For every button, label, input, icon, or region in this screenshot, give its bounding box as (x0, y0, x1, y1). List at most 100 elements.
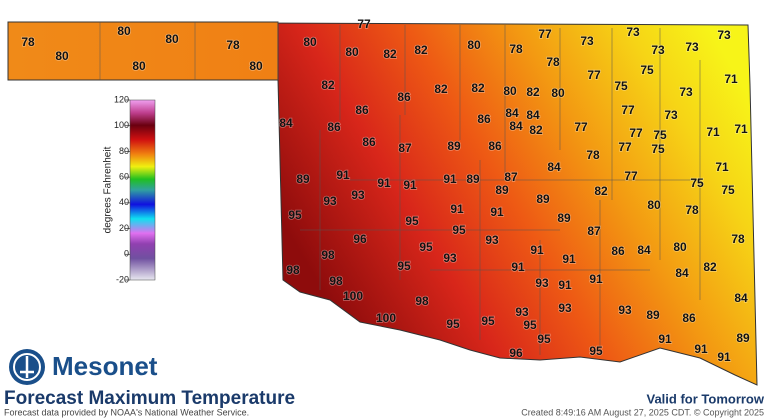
station-temp: 87 (398, 141, 412, 155)
station-temp: 84 (526, 108, 540, 122)
station-temp: 91 (403, 178, 417, 192)
station-temp: 95 (523, 318, 537, 332)
station-temp: 91 (717, 350, 731, 364)
station-temp: 84 (509, 119, 523, 133)
station-temp: 75 (653, 128, 667, 142)
station-temp: 75 (614, 79, 628, 93)
station-temp: 91 (530, 243, 544, 257)
station-temp: 73 (626, 25, 640, 39)
color-bar-tick-label: 100 (114, 120, 129, 130)
station-temp: 80 (249, 59, 263, 73)
station-temp: 93 (443, 251, 457, 265)
station-temp: 77 (621, 103, 635, 117)
station-temp: 91 (450, 202, 464, 216)
station-temp: 93 (351, 188, 365, 202)
station-temp: 98 (286, 263, 300, 277)
station-temp: 71 (724, 72, 738, 86)
station-temp: 89 (646, 308, 660, 322)
station-temp: 78 (731, 232, 745, 246)
station-temp: 73 (685, 40, 699, 54)
station-temp: 89 (536, 192, 550, 206)
station-temp: 93 (535, 276, 549, 290)
county-lines (99, 22, 701, 355)
station-temp: 80 (55, 49, 69, 63)
station-temp: 73 (717, 28, 731, 42)
station-temp: 91 (511, 260, 525, 274)
station-temp: 93 (323, 194, 337, 208)
station-temp: 98 (415, 294, 429, 308)
station-temp: 82 (434, 82, 448, 96)
station-temp: 80 (503, 84, 517, 98)
station-temp: 95 (405, 214, 419, 228)
station-temp: 100 (343, 289, 363, 303)
station-temp: 91 (589, 272, 603, 286)
color-bar-tick-label: 0 (124, 249, 129, 259)
station-temp: 75 (651, 142, 665, 156)
station-temp: 77 (624, 169, 638, 183)
station-temp: 73 (679, 85, 693, 99)
station-temp: 86 (477, 112, 491, 126)
station-temp: 84 (637, 243, 651, 257)
station-temp: 75 (640, 63, 654, 77)
station-temp: 89 (296, 172, 310, 186)
station-temp: 84 (547, 160, 561, 174)
source-note: Forecast data provided by NOAA's Nationa… (4, 407, 249, 417)
station-temp: 82 (594, 184, 608, 198)
station-temp: 78 (21, 35, 35, 49)
station-temp: 77 (629, 126, 643, 140)
color-bar-label: degrees Fahrenheit (103, 146, 114, 233)
station-temp: 82 (526, 85, 540, 99)
station-temp: 80 (303, 35, 317, 49)
station-temp: 73 (580, 34, 594, 48)
color-bar-tick-label: 60 (119, 172, 129, 182)
station-temp: 78 (586, 148, 600, 162)
station-temp: 84 (505, 106, 519, 120)
station-temp: 80 (345, 45, 359, 59)
station-temp: 89 (557, 211, 571, 225)
station-temp: 95 (481, 314, 495, 328)
station-temp: 80 (467, 38, 481, 52)
station-temp: 84 (675, 266, 689, 280)
station-temp: 95 (446, 317, 460, 331)
map-title: Forecast Maximum Temperature (4, 388, 295, 409)
station-temp: 78 (226, 38, 240, 52)
station-temp: 87 (504, 170, 518, 184)
station-temp: 71 (706, 125, 720, 139)
station-temp: 78 (546, 55, 560, 69)
station-temp: 91 (490, 205, 504, 219)
station-temp: 80 (647, 198, 661, 212)
station-temp: 78 (509, 42, 523, 56)
station-temp: 86 (355, 103, 369, 117)
station-temp: 77 (538, 27, 552, 41)
station-temp: 87 (587, 224, 601, 238)
station-temp: 86 (488, 139, 502, 153)
station-temp: 91 (443, 172, 457, 186)
station-temp: 84 (279, 116, 293, 130)
station-temp: 73 (664, 108, 678, 122)
station-temp: 86 (397, 90, 411, 104)
station-temp: 80 (551, 86, 565, 100)
station-temp: 84 (734, 291, 748, 305)
station-temp: 96 (353, 232, 367, 246)
station-temp: 91 (658, 332, 672, 346)
station-temp: 77 (587, 68, 601, 82)
station-temp: 95 (537, 332, 551, 346)
station-temp: 82 (703, 260, 717, 274)
station-temp: 89 (495, 183, 509, 197)
station-temp: 77 (618, 140, 632, 154)
color-bar-tick-label: -20 (116, 274, 129, 284)
station-temp: 73 (651, 43, 665, 57)
station-temp: 77 (574, 120, 588, 134)
station-temp: 82 (529, 123, 543, 137)
station-temp: 93 (558, 301, 572, 315)
station-temp: 95 (589, 344, 603, 358)
station-temp: 93 (515, 305, 529, 319)
station-temp: 95 (419, 240, 433, 254)
logo (9, 349, 45, 385)
station-temp: 82 (414, 43, 428, 57)
station-temp: 71 (734, 122, 748, 136)
station-temp: 96 (509, 346, 523, 360)
station-temp: 75 (721, 183, 735, 197)
station-temp: 82 (321, 78, 335, 92)
